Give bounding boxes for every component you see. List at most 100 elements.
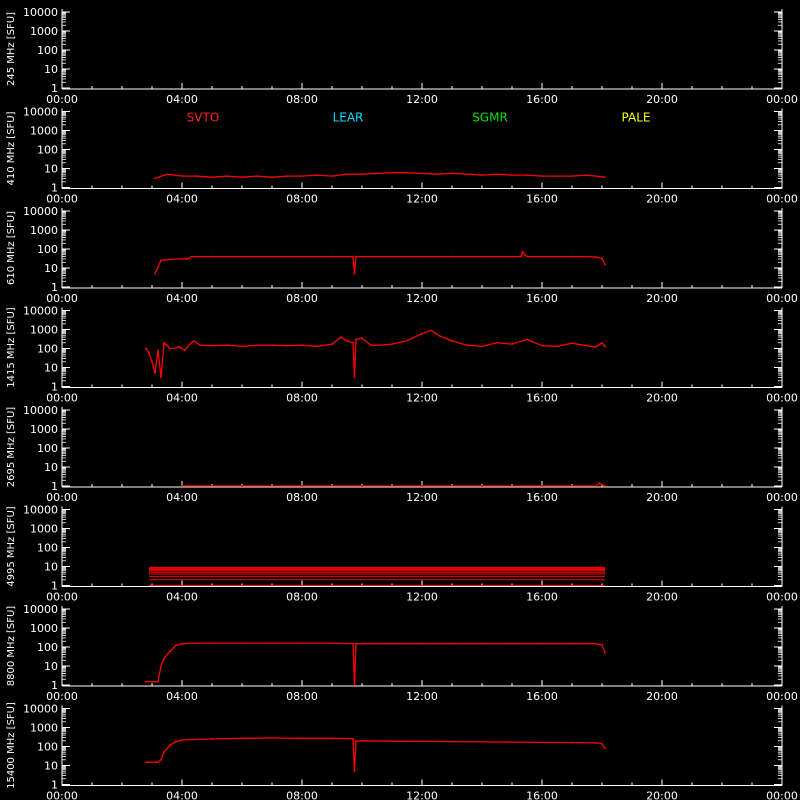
data-point bbox=[595, 741, 597, 744]
y-tick-label: 1000 bbox=[30, 324, 58, 337]
x-tick-label: 20:00 bbox=[646, 690, 678, 703]
y-tick-label: 1 bbox=[51, 381, 58, 394]
data-point bbox=[241, 345, 243, 348]
legend-entry-pale: PALE bbox=[622, 111, 651, 125]
data-point bbox=[571, 741, 573, 744]
data-point bbox=[604, 747, 606, 750]
data-point bbox=[353, 684, 356, 686]
data-point bbox=[301, 485, 303, 487]
data-point bbox=[604, 176, 606, 179]
data-point bbox=[178, 346, 180, 348]
y-tick-label: 10 bbox=[44, 660, 58, 673]
data-point bbox=[595, 346, 597, 348]
data-point bbox=[361, 739, 363, 742]
data-point bbox=[541, 485, 543, 487]
data-point bbox=[271, 642, 273, 645]
data-point bbox=[421, 332, 423, 335]
data-point bbox=[166, 173, 168, 176]
data-point bbox=[271, 255, 273, 258]
y-tick-label: 10 bbox=[44, 362, 58, 375]
y-tick-label: 1000 bbox=[30, 722, 58, 735]
data-point bbox=[526, 174, 528, 176]
x-tick-label: 04:00 bbox=[166, 790, 198, 800]
data-point bbox=[301, 255, 303, 258]
data-point bbox=[406, 171, 408, 174]
data-point bbox=[511, 174, 513, 176]
data-point bbox=[196, 642, 198, 645]
data-point bbox=[496, 341, 498, 344]
data-point bbox=[595, 256, 597, 258]
data-point bbox=[331, 175, 333, 177]
y-tick-label: 1000 bbox=[30, 224, 58, 237]
data-point bbox=[556, 175, 558, 177]
x-tick-label: 04:00 bbox=[166, 690, 198, 703]
series-line-0 bbox=[146, 737, 606, 772]
x-tick-label: 20:00 bbox=[646, 392, 678, 405]
data-point bbox=[526, 338, 528, 341]
y-axis-label: 4995 MHz [SFU] bbox=[6, 506, 17, 587]
data-point bbox=[355, 642, 357, 645]
legend-entry-svto: SVTO bbox=[187, 111, 220, 125]
x-tick-label: 00:00 bbox=[46, 690, 78, 703]
data-point bbox=[181, 175, 183, 177]
y-tick-label: 10 bbox=[44, 63, 58, 76]
y-tick-label: 10 bbox=[44, 760, 58, 773]
data-point bbox=[301, 737, 303, 740]
x-tick-label: 08:00 bbox=[286, 790, 318, 800]
data-point bbox=[211, 738, 213, 740]
x-tick-label: 04:00 bbox=[166, 591, 198, 604]
data-point bbox=[376, 172, 378, 175]
data-point bbox=[211, 344, 213, 347]
panel-0: 1 10 100 1000 10000 00:00 04:00 08:00 12:00 16:00… bbox=[6, 6, 798, 106]
data-point bbox=[301, 175, 303, 177]
data-point bbox=[184, 349, 186, 352]
data-point bbox=[331, 642, 333, 645]
data-point bbox=[331, 255, 333, 258]
x-tick-label: 12:00 bbox=[406, 790, 438, 800]
data-point bbox=[301, 642, 303, 645]
panel-5: 1 10 100 1000 10000 00:00 04:00 08:00 12:00 16:00… bbox=[6, 504, 798, 604]
data-point bbox=[421, 740, 423, 743]
y-tick-label: 1000 bbox=[30, 523, 58, 536]
y-tick-label: 1 bbox=[51, 779, 58, 792]
data-point bbox=[571, 642, 573, 645]
data-point bbox=[157, 349, 159, 352]
y-tick-label: 100 bbox=[37, 243, 58, 256]
y-tick-label: 10 bbox=[44, 561, 58, 574]
data-point bbox=[271, 176, 273, 179]
x-tick-label: 08:00 bbox=[286, 193, 318, 206]
data-point bbox=[241, 737, 243, 740]
data-point bbox=[157, 680, 159, 683]
data-point bbox=[331, 343, 333, 346]
data-point bbox=[391, 740, 393, 743]
data-point bbox=[181, 739, 183, 741]
x-tick-label: 00:00 bbox=[46, 491, 78, 504]
x-tick-label: 08:00 bbox=[286, 491, 318, 504]
legend-entry-lear: LEAR bbox=[333, 111, 364, 125]
data-point bbox=[595, 485, 597, 487]
y-tick-label: 100 bbox=[37, 641, 58, 654]
panel-4: 1 10 100 1000 10000 00:00 04:00 08:00 12:00 16:00… bbox=[6, 404, 798, 504]
x-tick-label: 16:00 bbox=[526, 93, 558, 106]
data-point bbox=[160, 376, 162, 379]
data-point bbox=[361, 255, 363, 258]
data-point bbox=[571, 175, 573, 177]
data-point bbox=[526, 255, 528, 258]
data-point bbox=[355, 338, 357, 341]
x-tick-label: 16:00 bbox=[526, 690, 558, 703]
data-point bbox=[511, 255, 513, 258]
y-axis-label: 1415 MHz [SFU] bbox=[6, 307, 17, 388]
data-point bbox=[316, 345, 318, 348]
x-tick-label: 12:00 bbox=[406, 93, 438, 106]
data-point bbox=[169, 650, 171, 653]
data-point bbox=[451, 340, 453, 342]
x-tick-label: 08:00 bbox=[286, 292, 318, 305]
data-point bbox=[370, 344, 372, 347]
panel-2: 1 10 100 1000 10000 00:00 04:00 08:00 12:00 16:00… bbox=[6, 205, 798, 305]
data-point bbox=[190, 341, 192, 344]
x-tick-label: 04:00 bbox=[166, 193, 198, 206]
data-point bbox=[145, 761, 147, 764]
data-point bbox=[352, 737, 354, 740]
data-point bbox=[406, 339, 408, 342]
x-tick-label: 12:00 bbox=[406, 591, 438, 604]
